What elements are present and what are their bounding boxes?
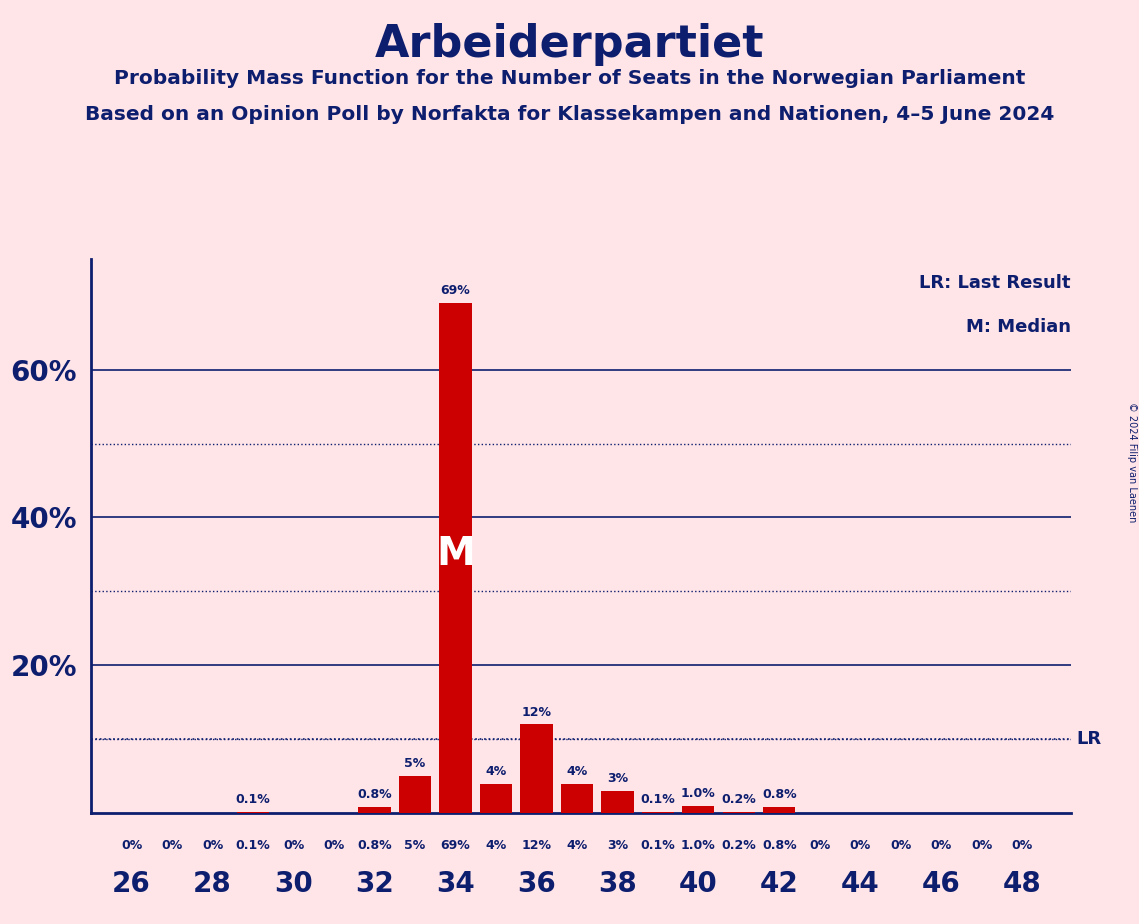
Bar: [440, 303, 472, 813]
Bar: [682, 806, 714, 813]
Text: 28: 28: [194, 870, 232, 898]
Text: 0.1%: 0.1%: [640, 794, 675, 807]
Text: 46: 46: [921, 870, 960, 898]
Text: 0%: 0%: [970, 839, 992, 852]
Text: Arbeiderpartiet: Arbeiderpartiet: [375, 23, 764, 67]
Text: 0%: 0%: [162, 839, 182, 852]
Text: 0%: 0%: [121, 839, 142, 852]
Text: LR: Last Result: LR: Last Result: [919, 274, 1071, 291]
Text: 12%: 12%: [522, 706, 551, 719]
Text: 0%: 0%: [282, 839, 304, 852]
Bar: [763, 808, 795, 813]
Text: 4%: 4%: [566, 839, 588, 852]
Text: 0.1%: 0.1%: [236, 794, 270, 807]
Text: 69%: 69%: [441, 839, 470, 852]
Text: M: Median: M: Median: [966, 318, 1071, 335]
Text: 5%: 5%: [404, 839, 426, 852]
Text: 3%: 3%: [607, 839, 628, 852]
Text: 69%: 69%: [441, 285, 470, 298]
Text: 42: 42: [760, 870, 798, 898]
Text: 0.8%: 0.8%: [358, 839, 392, 852]
Text: Probability Mass Function for the Number of Seats in the Norwegian Parliament: Probability Mass Function for the Number…: [114, 69, 1025, 89]
Text: M: M: [436, 535, 475, 574]
Text: 0.8%: 0.8%: [358, 788, 392, 801]
Text: 0%: 0%: [890, 839, 911, 852]
Text: 30: 30: [274, 870, 313, 898]
Text: 0.2%: 0.2%: [721, 839, 756, 852]
Text: 1.0%: 1.0%: [681, 839, 715, 852]
Text: 0.2%: 0.2%: [721, 793, 756, 806]
Text: 34: 34: [436, 870, 475, 898]
Text: © 2024 Filip van Laenen: © 2024 Filip van Laenen: [1126, 402, 1137, 522]
Bar: [560, 784, 593, 813]
Bar: [480, 784, 513, 813]
Bar: [359, 808, 391, 813]
Text: 4%: 4%: [566, 765, 588, 778]
Text: 0.8%: 0.8%: [762, 839, 796, 852]
Bar: [601, 791, 633, 813]
Text: 36: 36: [517, 870, 556, 898]
Text: 4%: 4%: [485, 765, 507, 778]
Text: LR: LR: [1076, 730, 1101, 748]
Text: 3%: 3%: [607, 772, 628, 785]
Text: 5%: 5%: [404, 758, 426, 771]
Text: 0%: 0%: [850, 839, 871, 852]
Text: 0.8%: 0.8%: [762, 788, 796, 801]
Text: 0.1%: 0.1%: [640, 839, 675, 852]
Bar: [399, 776, 432, 813]
Text: 44: 44: [841, 870, 879, 898]
Text: 4%: 4%: [485, 839, 507, 852]
Text: 48: 48: [1002, 870, 1041, 898]
Text: 32: 32: [355, 870, 394, 898]
Bar: [722, 811, 755, 813]
Bar: [521, 724, 552, 813]
Text: 1.0%: 1.0%: [681, 787, 715, 800]
Text: 0%: 0%: [809, 839, 830, 852]
Text: Based on an Opinion Poll by Norfakta for Klassekampen and Nationen, 4–5 June 202: Based on an Opinion Poll by Norfakta for…: [84, 105, 1055, 125]
Text: 0%: 0%: [1011, 839, 1033, 852]
Text: 38: 38: [598, 870, 637, 898]
Text: 12%: 12%: [522, 839, 551, 852]
Text: 0%: 0%: [202, 839, 223, 852]
Text: 0.1%: 0.1%: [236, 839, 270, 852]
Text: 0%: 0%: [931, 839, 952, 852]
Text: 0%: 0%: [323, 839, 345, 852]
Text: 26: 26: [113, 870, 151, 898]
Text: 40: 40: [679, 870, 718, 898]
